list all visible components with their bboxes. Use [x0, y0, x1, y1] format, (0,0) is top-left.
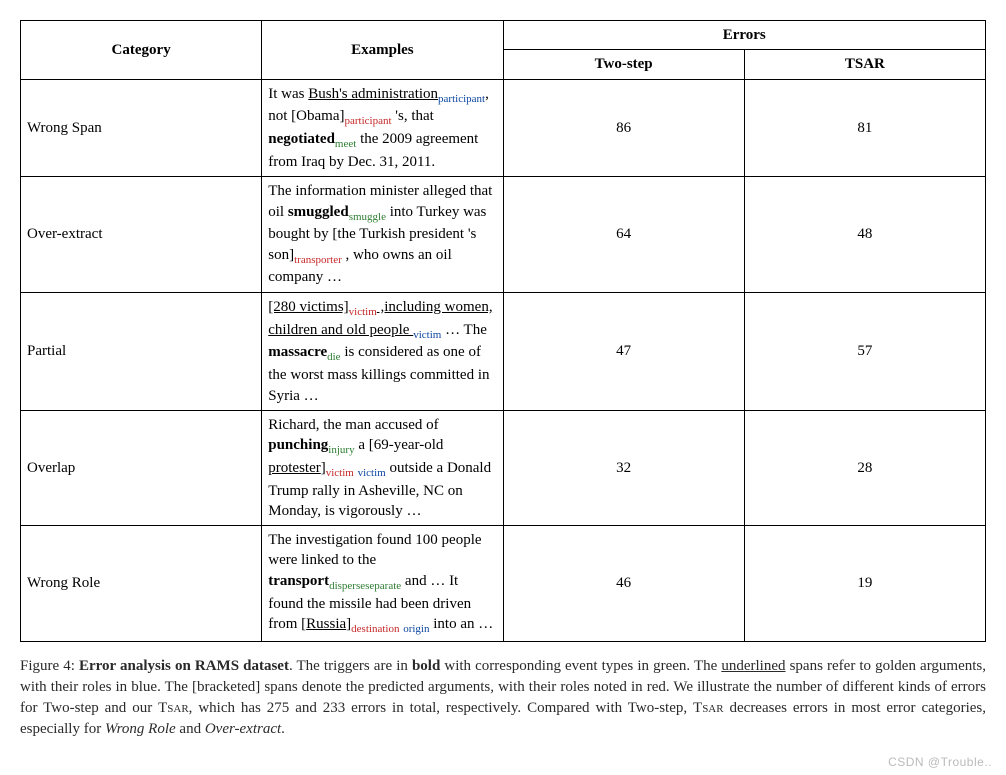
table-row: Wrong SpanIt was Bush's administrationpa…	[21, 79, 986, 177]
twostep-cell: 46	[503, 526, 744, 641]
example-cell: The investigation found 100 people were …	[262, 526, 503, 641]
caption-label: Figure 4:	[20, 658, 79, 674]
category-cell: Over-extract	[21, 177, 262, 292]
example-cell: [280 victims]victim ,including women, ch…	[262, 292, 503, 410]
watermark: CSDN @Trouble..	[888, 755, 992, 769]
table-body: Wrong SpanIt was Bush's administrationpa…	[21, 79, 986, 641]
example-cell: It was Bush's administrationparticipant,…	[262, 79, 503, 177]
category-cell: Overlap	[21, 410, 262, 525]
col-twostep: Two-step	[503, 50, 744, 79]
example-cell: Richard, the man accused of punchinginju…	[262, 410, 503, 525]
category-cell: Wrong Role	[21, 526, 262, 641]
col-tsar: TSAR	[744, 50, 985, 79]
tsar-cell: 28	[744, 410, 985, 525]
category-cell: Wrong Span	[21, 79, 262, 177]
table-row: Over-extractThe information minister all…	[21, 177, 986, 292]
col-examples: Examples	[262, 21, 503, 80]
tsar-cell: 81	[744, 79, 985, 177]
col-errors: Errors	[503, 21, 986, 50]
table-row: Wrong RoleThe investigation found 100 pe…	[21, 526, 986, 641]
category-cell: Partial	[21, 292, 262, 410]
tsar-cell: 19	[744, 526, 985, 641]
figure-caption: Figure 4: Error analysis on RAMS dataset…	[20, 656, 986, 740]
example-cell: The information minister alleged that oi…	[262, 177, 503, 292]
twostep-cell: 32	[503, 410, 744, 525]
tsar-cell: 48	[744, 177, 985, 292]
table-header: Category Examples Errors Two-step TSAR	[21, 21, 986, 80]
tsar-cell: 57	[744, 292, 985, 410]
twostep-cell: 64	[503, 177, 744, 292]
col-category: Category	[21, 21, 262, 80]
table-row: OverlapRichard, the man accused of punch…	[21, 410, 986, 525]
table-row: Partial[280 victims]victim ,including wo…	[21, 292, 986, 410]
twostep-cell: 47	[503, 292, 744, 410]
twostep-cell: 86	[503, 79, 744, 177]
caption-title: Error analysis on RAMS dataset	[79, 658, 289, 674]
error-analysis-table: Category Examples Errors Two-step TSAR W…	[20, 20, 986, 642]
